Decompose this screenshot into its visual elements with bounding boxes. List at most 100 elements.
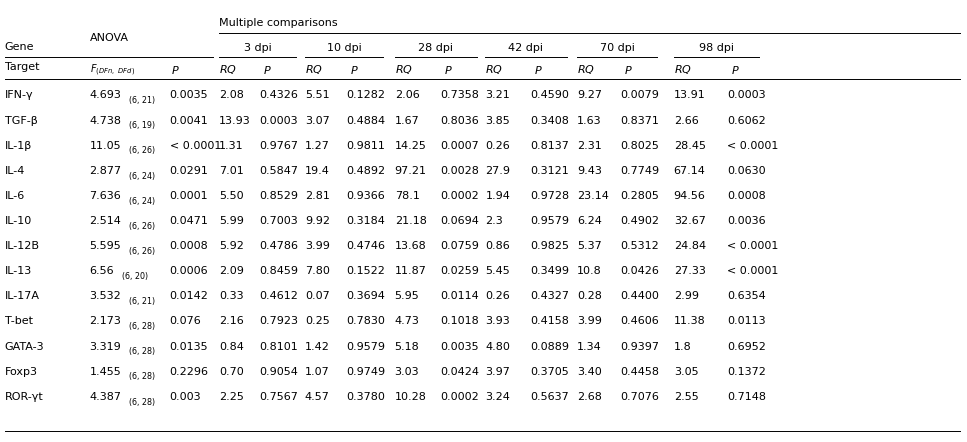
Text: Multiple comparisons: Multiple comparisons bbox=[219, 18, 337, 28]
Text: 2.16: 2.16 bbox=[219, 316, 244, 327]
Text: 0.0008: 0.0008 bbox=[169, 241, 209, 251]
Text: $\it{RQ}$: $\it{RQ}$ bbox=[395, 63, 413, 76]
Text: 0.1522: 0.1522 bbox=[346, 266, 385, 276]
Text: (6, 24): (6, 24) bbox=[130, 197, 156, 206]
Text: 0.3408: 0.3408 bbox=[530, 115, 569, 126]
Text: 0.5847: 0.5847 bbox=[259, 166, 299, 176]
Text: IL-1β: IL-1β bbox=[5, 141, 32, 151]
Text: $\it{P}$: $\it{P}$ bbox=[170, 64, 179, 76]
Text: 2.81: 2.81 bbox=[305, 191, 330, 201]
Text: 6.24: 6.24 bbox=[577, 216, 602, 226]
Text: 0.0036: 0.0036 bbox=[727, 216, 766, 226]
Text: 0.0135: 0.0135 bbox=[169, 342, 208, 351]
Text: 11.38: 11.38 bbox=[674, 316, 706, 327]
Text: 11.87: 11.87 bbox=[395, 266, 426, 276]
Text: 3 dpi: 3 dpi bbox=[244, 43, 272, 53]
Text: 0.28: 0.28 bbox=[577, 291, 602, 301]
Text: 0.26: 0.26 bbox=[485, 291, 511, 301]
Text: $\it{P}$: $\it{P}$ bbox=[731, 64, 740, 76]
Text: 0.8101: 0.8101 bbox=[259, 342, 298, 351]
Text: 0.0002: 0.0002 bbox=[440, 191, 479, 201]
Text: 70 dpi: 70 dpi bbox=[600, 43, 634, 53]
Text: 0.8529: 0.8529 bbox=[259, 191, 299, 201]
Text: 3.05: 3.05 bbox=[674, 367, 698, 377]
Text: 1.31: 1.31 bbox=[219, 141, 244, 151]
Text: 0.0424: 0.0424 bbox=[440, 367, 479, 377]
Text: 0.9749: 0.9749 bbox=[346, 367, 386, 377]
Text: 4.693: 4.693 bbox=[90, 91, 122, 100]
Text: 0.9825: 0.9825 bbox=[530, 241, 569, 251]
Text: 0.8025: 0.8025 bbox=[621, 141, 659, 151]
Text: < 0.0001: < 0.0001 bbox=[727, 241, 778, 251]
Text: 24.84: 24.84 bbox=[674, 241, 706, 251]
Text: Foxp3: Foxp3 bbox=[5, 367, 38, 377]
Text: 0.9579: 0.9579 bbox=[530, 216, 569, 226]
Text: 5.92: 5.92 bbox=[219, 241, 244, 251]
Text: 0.0630: 0.0630 bbox=[727, 166, 766, 176]
Text: 5.51: 5.51 bbox=[305, 91, 330, 100]
Text: 0.0006: 0.0006 bbox=[169, 266, 208, 276]
Text: 0.26: 0.26 bbox=[485, 141, 511, 151]
Text: 7.01: 7.01 bbox=[219, 166, 244, 176]
Text: IL-17A: IL-17A bbox=[5, 291, 40, 301]
Text: 0.4458: 0.4458 bbox=[621, 367, 659, 377]
Text: IL-12B: IL-12B bbox=[5, 241, 40, 251]
Text: 3.99: 3.99 bbox=[305, 241, 330, 251]
Text: 2.68: 2.68 bbox=[577, 392, 602, 402]
Text: $\it{P}$: $\it{P}$ bbox=[444, 64, 453, 76]
Text: IL-4: IL-4 bbox=[5, 166, 25, 176]
Text: (6, 24): (6, 24) bbox=[130, 171, 156, 181]
Text: $\it{RQ}$: $\it{RQ}$ bbox=[485, 63, 504, 76]
Text: 0.3499: 0.3499 bbox=[530, 266, 569, 276]
Text: 2.66: 2.66 bbox=[674, 115, 698, 126]
Text: 2.06: 2.06 bbox=[395, 91, 420, 100]
Text: 1.07: 1.07 bbox=[305, 367, 330, 377]
Text: 0.3705: 0.3705 bbox=[530, 367, 569, 377]
Text: 1.42: 1.42 bbox=[305, 342, 330, 351]
Text: T-bet: T-bet bbox=[5, 316, 33, 327]
Text: 0.0471: 0.0471 bbox=[169, 216, 209, 226]
Text: 0.0007: 0.0007 bbox=[440, 141, 479, 151]
Text: 1.455: 1.455 bbox=[90, 367, 121, 377]
Text: 2.99: 2.99 bbox=[674, 291, 699, 301]
Text: 0.9397: 0.9397 bbox=[621, 342, 659, 351]
Text: 0.0008: 0.0008 bbox=[727, 191, 766, 201]
Text: $\it{RQ}$: $\it{RQ}$ bbox=[219, 63, 237, 76]
Text: Gene: Gene bbox=[5, 42, 34, 52]
Text: ANOVA: ANOVA bbox=[90, 33, 129, 43]
Text: 10.28: 10.28 bbox=[395, 392, 426, 402]
Text: 4.57: 4.57 bbox=[305, 392, 330, 402]
Text: (6, 19): (6, 19) bbox=[130, 121, 156, 130]
Text: 3.03: 3.03 bbox=[395, 367, 420, 377]
Text: 0.1282: 0.1282 bbox=[346, 91, 386, 100]
Text: 5.95: 5.95 bbox=[395, 291, 420, 301]
Text: 0.1372: 0.1372 bbox=[727, 367, 766, 377]
Text: 3.99: 3.99 bbox=[577, 316, 602, 327]
Text: 0.4892: 0.4892 bbox=[346, 166, 386, 176]
Text: 2.25: 2.25 bbox=[219, 392, 244, 402]
Text: 42 dpi: 42 dpi bbox=[509, 43, 543, 53]
Text: 0.8371: 0.8371 bbox=[621, 115, 659, 126]
Text: 5.37: 5.37 bbox=[577, 241, 601, 251]
Text: $\it{RQ}$: $\it{RQ}$ bbox=[305, 63, 323, 76]
Text: (6, 26): (6, 26) bbox=[130, 146, 156, 156]
Text: 0.86: 0.86 bbox=[485, 241, 511, 251]
Text: 1.27: 1.27 bbox=[305, 141, 330, 151]
Text: 0.9579: 0.9579 bbox=[346, 342, 386, 351]
Text: 3.24: 3.24 bbox=[485, 392, 511, 402]
Text: (6, 21): (6, 21) bbox=[130, 297, 156, 306]
Text: 27.9: 27.9 bbox=[485, 166, 511, 176]
Text: IL-6: IL-6 bbox=[5, 191, 25, 201]
Text: TGF-β: TGF-β bbox=[5, 115, 38, 126]
Text: 0.4326: 0.4326 bbox=[259, 91, 299, 100]
Text: Target: Target bbox=[5, 62, 39, 72]
Text: 5.99: 5.99 bbox=[219, 216, 244, 226]
Text: 10 dpi: 10 dpi bbox=[327, 43, 362, 53]
Text: $\it{RQ}$: $\it{RQ}$ bbox=[674, 63, 691, 76]
Text: 0.70: 0.70 bbox=[219, 367, 244, 377]
Text: 0.0035: 0.0035 bbox=[169, 91, 208, 100]
Text: 0.9366: 0.9366 bbox=[346, 191, 385, 201]
Text: 0.4612: 0.4612 bbox=[259, 291, 299, 301]
Text: 14.25: 14.25 bbox=[395, 141, 426, 151]
Text: 0.3694: 0.3694 bbox=[346, 291, 385, 301]
